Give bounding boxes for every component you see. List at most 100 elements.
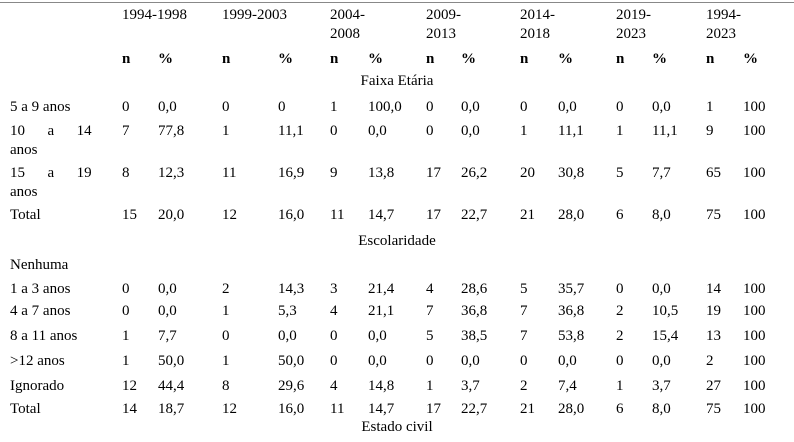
cell-n: 20 <box>520 165 535 181</box>
row-label: 10 a 14 anos <box>10 123 92 158</box>
cell-n: 19 <box>706 303 721 319</box>
cell-percent: 50,0 <box>158 353 185 369</box>
cell-percent: 20,0 <box>158 207 185 223</box>
period-header: 2004- 2008 <box>330 7 365 42</box>
cell-n: 0 <box>520 353 528 369</box>
cell-n: 5 <box>426 328 434 344</box>
cell-percent: 13,8 <box>368 165 395 181</box>
cell-percent: 0,0 <box>158 303 177 319</box>
period-header: 1994- 2023 <box>706 7 741 42</box>
table-top-rule <box>0 2 794 3</box>
cell-percent: 0,0 <box>158 281 177 297</box>
cell-percent: 3,7 <box>461 378 480 394</box>
cell-percent: 50,0 <box>278 353 305 369</box>
row-label: 8 a 11 anos <box>10 328 78 344</box>
cell-n: 0 <box>330 328 338 344</box>
cell-n: 0 <box>616 353 624 369</box>
cell-n: 17 <box>426 165 441 181</box>
cell-percent: 0,0 <box>461 99 480 115</box>
cell-n: 5 <box>616 165 624 181</box>
cell-percent: 0,0 <box>652 281 671 297</box>
cell-n: 1 <box>222 353 230 369</box>
cell-percent: 0,0 <box>652 99 671 115</box>
cell-percent: 21,4 <box>368 281 395 297</box>
cell-n: 5 <box>520 281 528 297</box>
cell-percent: 15,4 <box>652 328 679 344</box>
row-label: >12 anos <box>10 353 65 369</box>
cell-n: 0 <box>222 99 230 115</box>
cell-percent: 100 <box>743 303 766 319</box>
cell-n: 1 <box>616 378 624 394</box>
cell-n: 8 <box>222 378 230 394</box>
cell-n: 75 <box>706 401 721 417</box>
cell-n: 15 <box>122 207 137 223</box>
subheader-percent: % <box>461 51 476 67</box>
cell-percent: 100 <box>743 328 766 344</box>
cell-n: 0 <box>122 303 130 319</box>
cell-n: 14 <box>122 401 137 417</box>
cell-percent: 7,7 <box>652 165 671 181</box>
cell-n: 12 <box>222 401 237 417</box>
cell-percent: 100 <box>743 401 766 417</box>
cell-n: 4 <box>426 281 434 297</box>
period-header: 1994-1998 <box>122 7 187 23</box>
cell-n: 0 <box>520 99 528 115</box>
cell-percent: 28,0 <box>558 401 585 417</box>
cell-n: 17 <box>426 401 441 417</box>
cell-percent: 14,7 <box>368 207 395 223</box>
cell-n: 1 <box>222 123 230 139</box>
cell-percent: 0,0 <box>558 99 577 115</box>
subheader-n: n <box>520 51 529 67</box>
subheader-n: n <box>616 51 625 67</box>
cell-percent: 44,4 <box>158 378 185 394</box>
cell-percent: 11,1 <box>558 123 584 139</box>
cell-n: 9 <box>706 123 714 139</box>
cell-n: 21 <box>520 207 535 223</box>
cell-percent: 100 <box>743 281 766 297</box>
cell-n: 1 <box>122 353 130 369</box>
cell-n: 0 <box>426 353 434 369</box>
cell-percent: 8,0 <box>652 207 671 223</box>
cell-n: 7 <box>122 123 130 139</box>
cell-percent: 0,0 <box>158 99 177 115</box>
cell-n: 0 <box>122 281 130 297</box>
cell-percent: 0,0 <box>461 353 480 369</box>
period-header: 1999-2003 <box>222 7 287 23</box>
cell-n: 2 <box>706 353 714 369</box>
cell-n: 21 <box>520 401 535 417</box>
cell-percent: 7,4 <box>558 378 577 394</box>
row-label: 4 a 7 anos <box>10 303 71 319</box>
subheader-n: n <box>706 51 715 67</box>
cell-n: 9 <box>330 165 338 181</box>
cell-n: 14 <box>706 281 721 297</box>
cell-percent: 5,3 <box>278 303 297 319</box>
cell-percent: 0,0 <box>368 123 387 139</box>
cell-n: 13 <box>706 328 721 344</box>
row-label: 5 a 9 anos <box>10 99 71 115</box>
cell-n: 4 <box>330 303 338 319</box>
cell-n: 0 <box>330 353 338 369</box>
cell-percent: 30,8 <box>558 165 585 181</box>
cell-percent: 21,1 <box>368 303 395 319</box>
cell-percent: 14,7 <box>368 401 395 417</box>
subheader-percent: % <box>743 51 758 67</box>
cell-n: 11 <box>222 165 237 181</box>
subheader-n: n <box>330 51 339 67</box>
cell-percent: 16,0 <box>278 207 305 223</box>
cell-n: 4 <box>330 378 338 394</box>
cell-percent: 3,7 <box>652 378 671 394</box>
cell-percent: 100 <box>743 378 766 394</box>
cell-percent: 28,6 <box>461 281 488 297</box>
cell-n: 8 <box>122 165 130 181</box>
row-label: 1 a 3 anos <box>10 281 71 297</box>
period-header: 2019- 2023 <box>616 7 651 42</box>
cell-percent: 36,8 <box>558 303 585 319</box>
cell-n: 7 <box>520 303 528 319</box>
cell-percent: 53,8 <box>558 328 585 344</box>
cell-n: 12 <box>122 378 137 394</box>
subheader-percent: % <box>158 51 173 67</box>
cell-percent: 0,0 <box>461 123 480 139</box>
cell-n: 2 <box>616 303 624 319</box>
cell-n: 1 <box>222 303 230 319</box>
cell-percent: 100,0 <box>368 99 402 115</box>
